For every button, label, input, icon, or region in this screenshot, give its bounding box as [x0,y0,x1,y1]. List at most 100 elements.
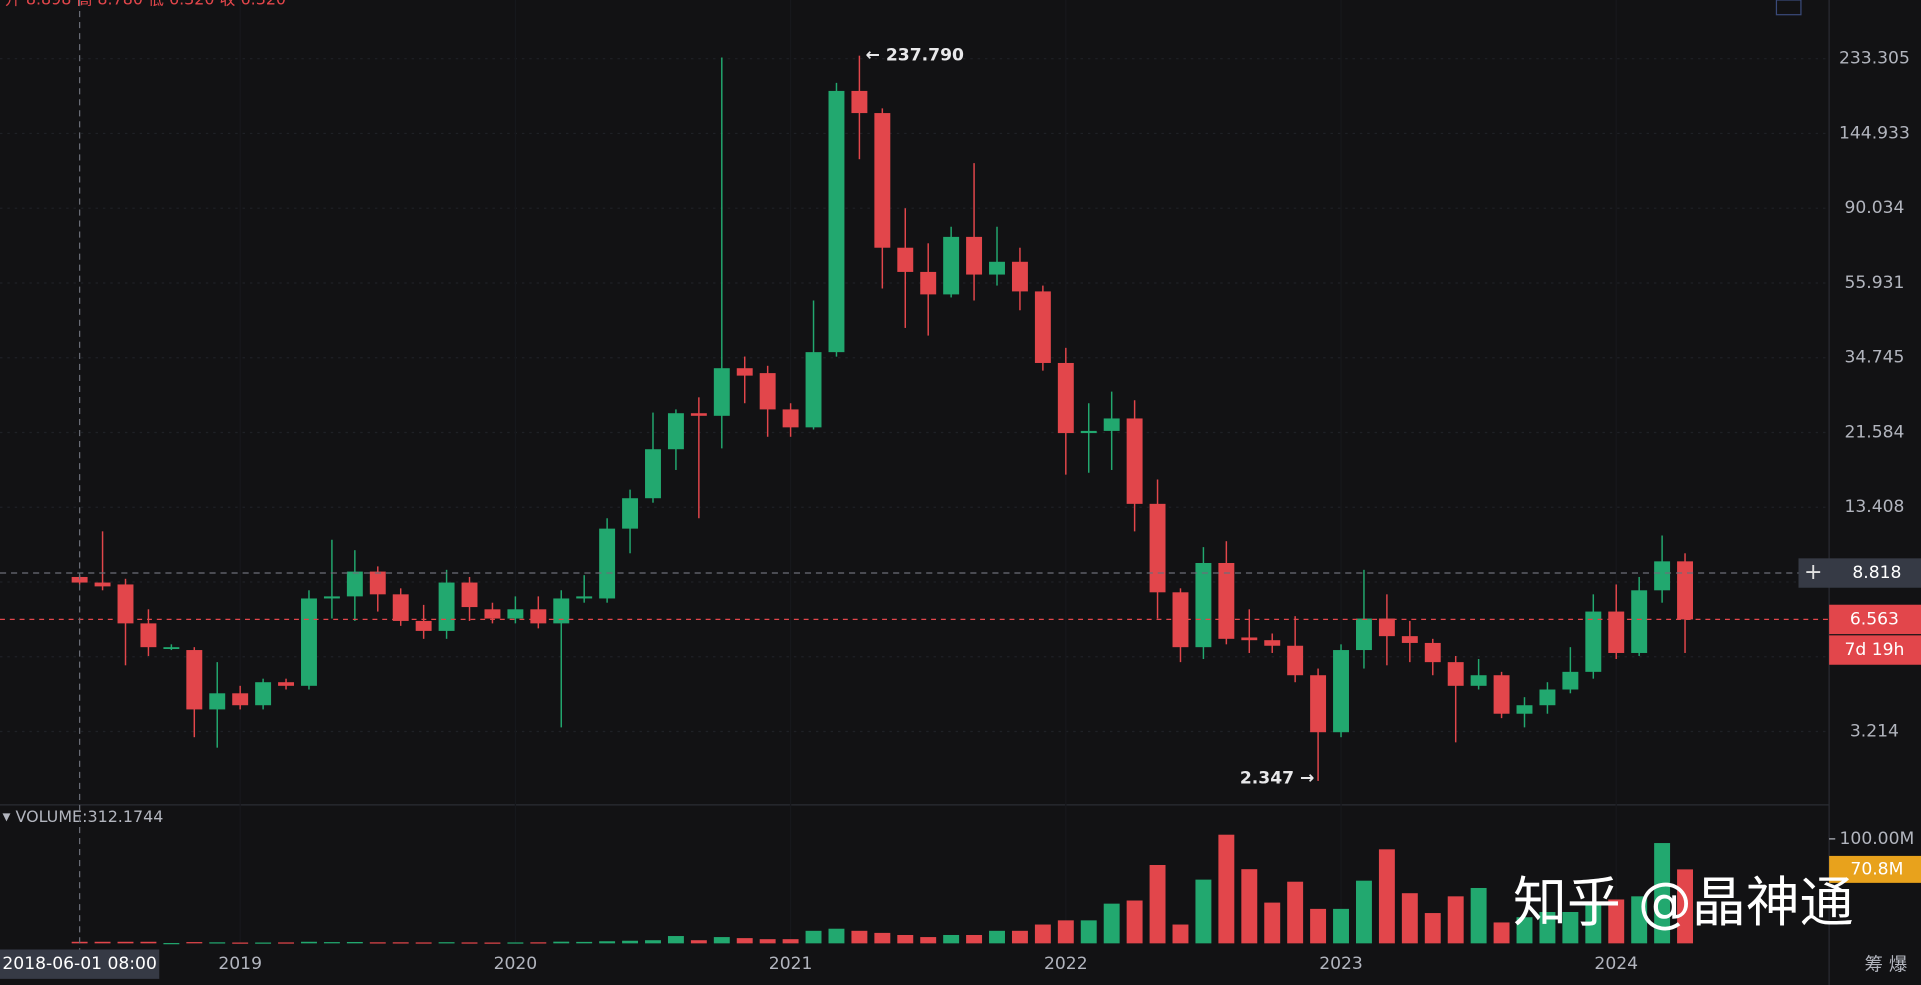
volume-bar [278,942,295,944]
watermark: 知乎 @晶神通 [1513,871,1853,934]
candle-body [415,620,432,631]
volume-bar [966,934,983,944]
volume-bar [1149,864,1166,944]
candle-body [667,413,684,450]
volume-bar [1333,908,1349,944]
x-tick-label: 2021 [769,954,813,974]
candle-body [278,682,295,686]
volume-bar [1057,920,1074,944]
candle-body [346,571,363,597]
candle-body [553,598,570,624]
candle-body [1516,705,1533,714]
volume-bar [943,934,960,944]
candle-body [1654,561,1671,591]
candle-body [1310,675,1327,733]
candle-body [369,571,386,595]
candle-body [1608,611,1625,653]
volume-bar [140,941,157,944]
volume-bar [1126,900,1143,944]
crosshair-plus[interactable]: + [1804,560,1822,585]
y-tick-label: 34.745 [1844,348,1904,368]
candle-body [874,113,891,248]
volume-bar [667,936,684,944]
candle-body [1241,637,1258,641]
candle-body [507,609,524,619]
volume-bar [736,938,753,944]
y-tick-label: 3.214 [1850,722,1899,742]
crosshair-time: 2018-06-01 08:00 [2,954,156,974]
volume-bar [1287,881,1304,944]
crosshair-price-badge [1798,558,1921,588]
crosshair-price: 8.818 [1852,563,1901,583]
volume-bar [461,942,478,944]
candle-body [1126,418,1143,504]
candle-body [438,582,455,631]
corner-button[interactable] [1775,0,1802,16]
candle-body [1011,261,1028,292]
volume-bar [1562,912,1579,944]
candle-body [920,271,937,295]
x-tick-label: 2022 [1044,954,1088,974]
candle-body [1333,650,1349,733]
candle-body [828,90,845,353]
volume-title-text: VOLUME:312.1744 [15,807,163,826]
candle-body [1103,418,1120,431]
volume-bar [323,942,340,944]
candle-body [1401,636,1418,643]
volume-bar [186,942,203,944]
volume-bar [438,942,455,944]
y-tick-label: 233.305 [1839,49,1910,69]
candle-body [1585,611,1602,672]
candle-body [897,247,914,272]
volume-bar [94,941,111,944]
candle-body [1677,561,1694,620]
y-tick-label: 144.933 [1839,123,1910,143]
candle-body [1562,671,1579,690]
candle-body [1264,640,1281,646]
volume-bar [1401,893,1418,944]
candle-body [232,693,249,706]
volume-bar [851,930,868,944]
volume-bar [989,930,1005,944]
x-tick-label: 2023 [1319,954,1363,974]
side-buttons[interactable]: 筹 爆 [1865,954,1908,975]
volume-bar [484,942,501,944]
x-tick-label: 2019 [218,954,262,974]
volume-bar [507,942,524,944]
volume-bar [209,942,226,944]
volume-bar [232,942,249,944]
candle-body [576,596,593,599]
candle-body [1034,291,1051,363]
volume-bar [392,942,409,944]
volume-bar [1493,922,1510,944]
candle-body [943,236,960,295]
candle-body [484,609,501,619]
candle-body [140,623,157,648]
candle-body [1218,563,1235,639]
volume-badge [1829,855,1921,883]
candle-body [530,609,547,624]
candle-body [323,596,340,599]
candle-body [622,498,639,529]
volume-bar [599,941,616,944]
volume-bar [163,943,180,945]
volume-bar [576,941,593,944]
volume-bar [828,928,845,944]
y-tick-label: 13.408 [1844,497,1904,517]
volume-bar [759,939,776,944]
crosshair-time-badge [0,949,160,979]
candle-body [690,413,707,416]
volume-bar [1516,917,1533,944]
candle-body [301,598,317,686]
candle-body [1287,645,1304,676]
candle-body [713,368,730,416]
volume-bar [1447,896,1464,944]
candle-body [1080,430,1097,434]
volume-bar [713,937,730,944]
candle-body [255,682,272,706]
volume-bar [920,937,937,944]
